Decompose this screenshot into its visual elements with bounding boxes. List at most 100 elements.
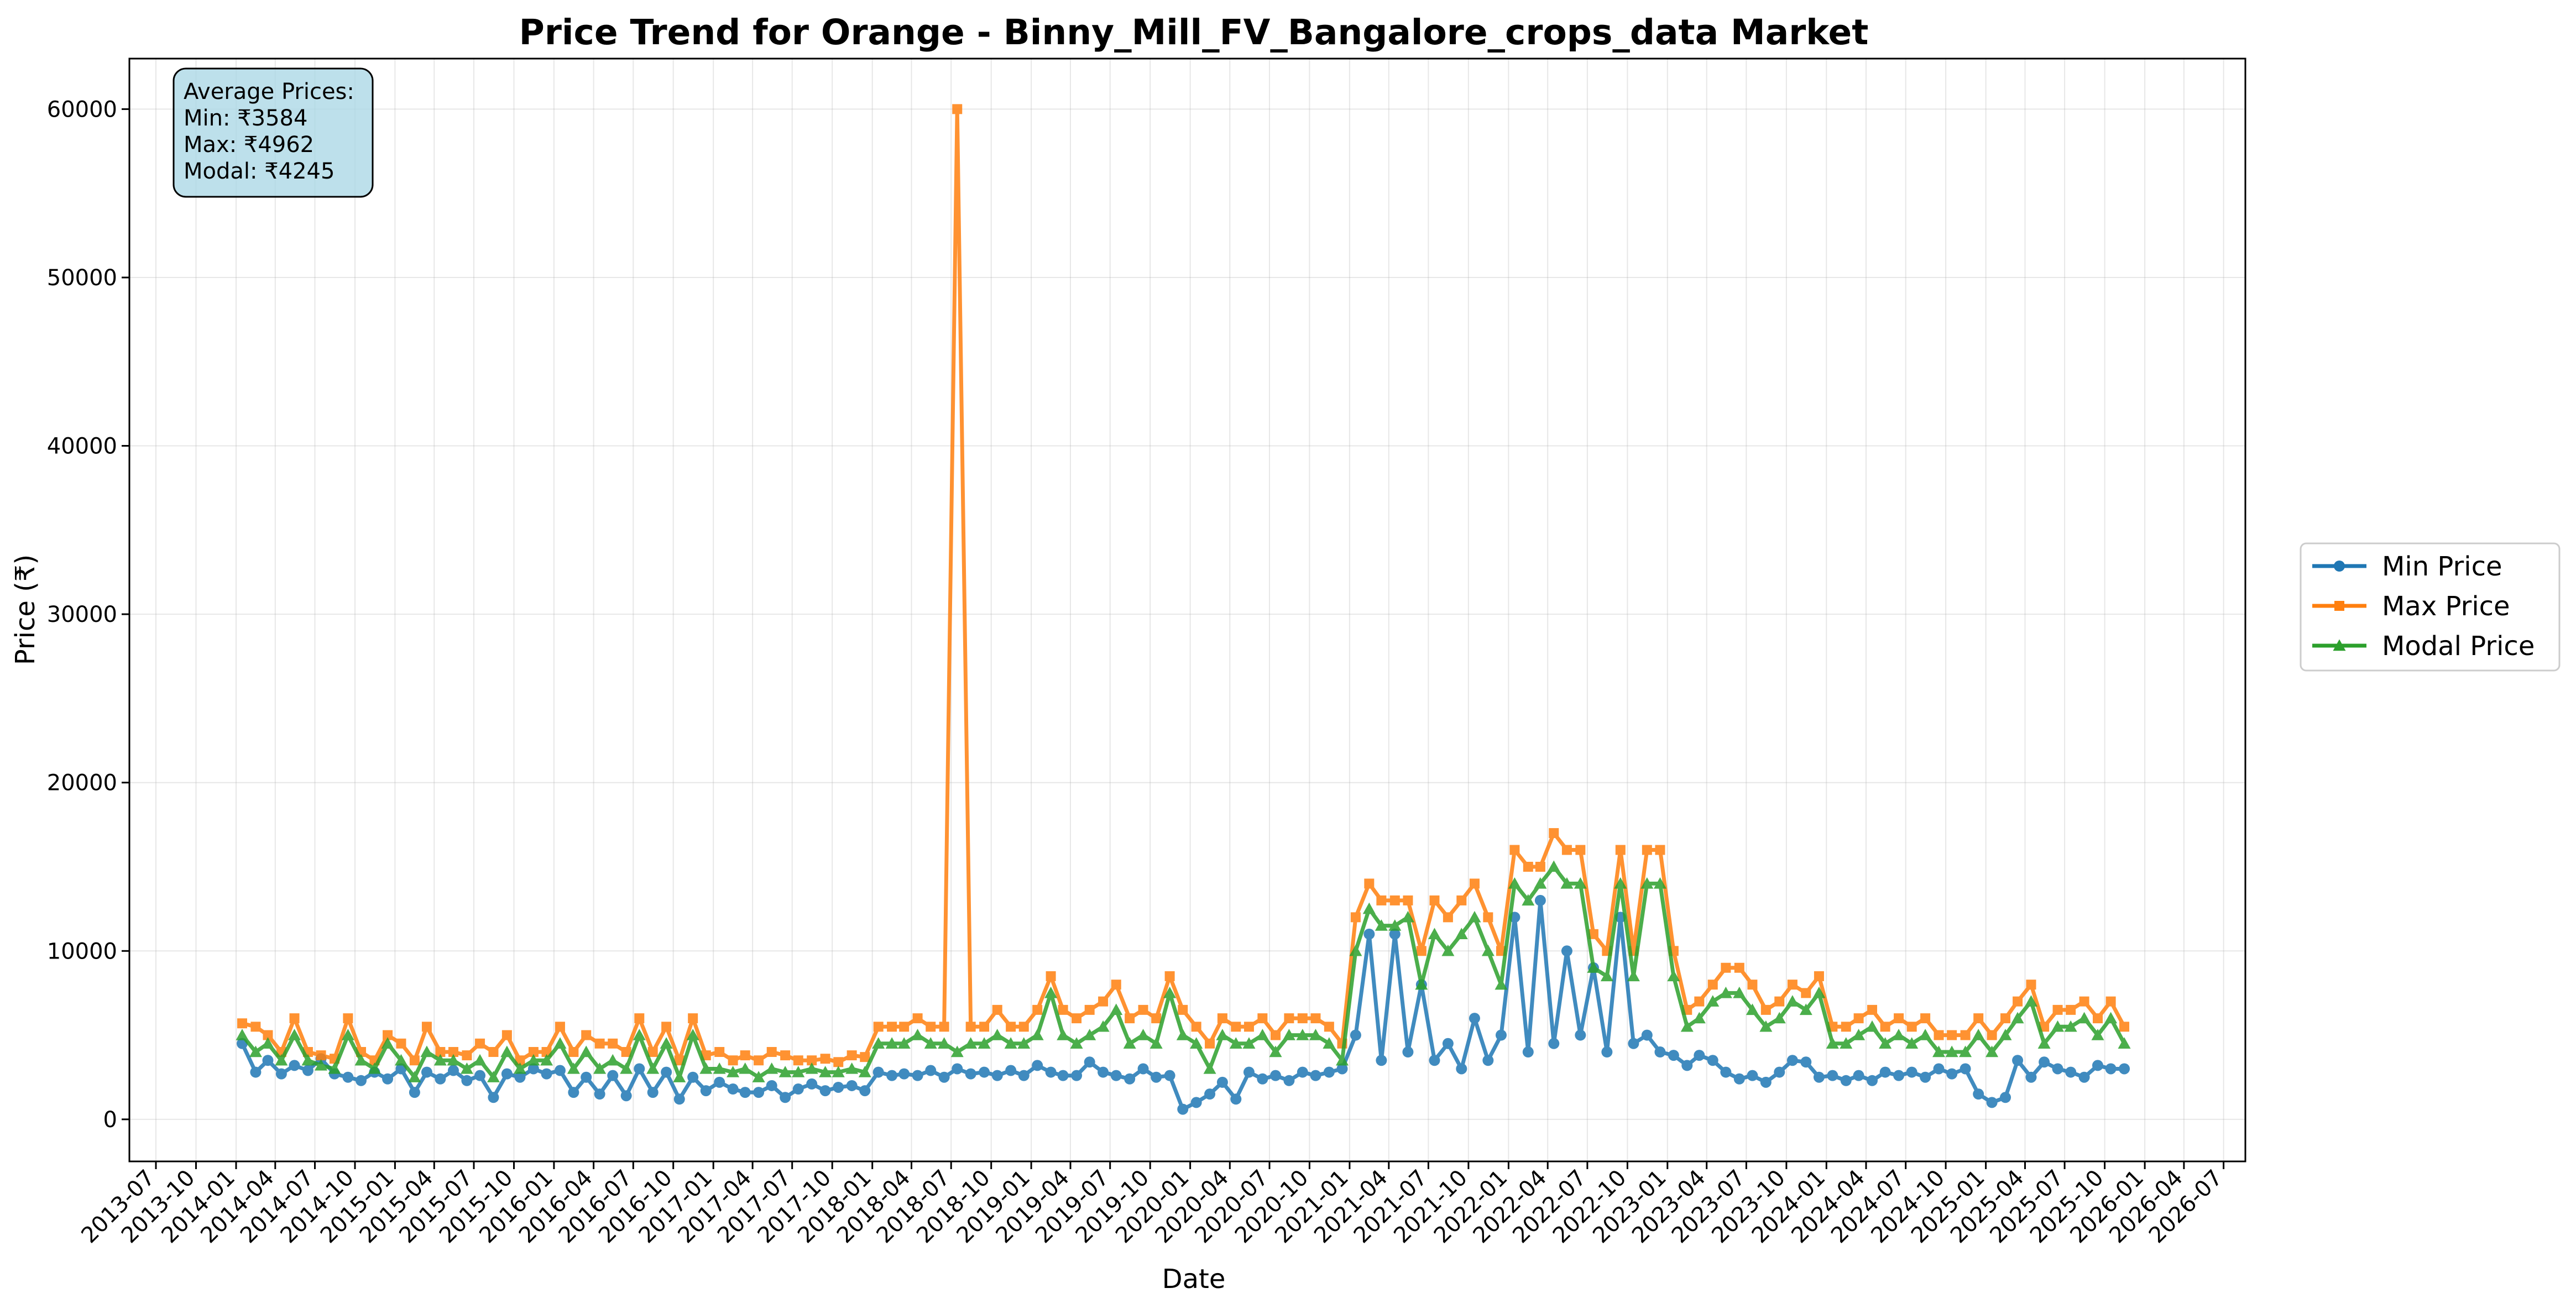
data-point [1006, 1022, 1016, 1032]
data-point [1309, 1029, 1322, 1040]
data-point [581, 1071, 592, 1083]
data-point [754, 1055, 764, 1066]
data-point [964, 1037, 978, 1049]
data-point [2104, 1012, 2118, 1024]
data-point [887, 1022, 897, 1032]
data-point [1653, 877, 1666, 889]
data-point [2000, 1092, 2011, 1103]
data-point [420, 1045, 433, 1057]
data-point [1362, 902, 1376, 914]
data-point [607, 1070, 619, 1081]
y-tick-label: 50000 [47, 265, 117, 291]
data-point [1879, 1066, 1891, 1078]
data-point [1853, 1070, 1864, 1081]
data-point [237, 1018, 247, 1029]
data-point [433, 1054, 447, 1066]
chart-title: Price Trend for Orange - Binny_Mill_FV_B… [519, 12, 1869, 53]
data-point [1549, 828, 1559, 839]
data-point [1747, 980, 1758, 990]
data-point [2119, 1063, 2130, 1075]
data-point [1481, 944, 1495, 956]
data-point [501, 1030, 512, 1040]
data-point [263, 1030, 273, 1040]
data-point [435, 1073, 446, 1085]
data-point [1469, 878, 1480, 889]
data-point [1655, 845, 1665, 855]
data-point [1654, 1046, 1666, 1058]
data-point [288, 1029, 301, 1040]
data-point [660, 1037, 673, 1049]
data-point [1853, 1013, 1864, 1024]
data-point [1692, 1012, 1706, 1024]
y-tick-label: 60000 [47, 97, 117, 122]
data-point [1164, 971, 1175, 981]
data-point [1163, 986, 1177, 998]
data-point [634, 1013, 645, 1024]
data-point [528, 1047, 539, 1057]
data-point [1349, 944, 1362, 956]
series-layer [236, 104, 2131, 1115]
data-point [1694, 1050, 1705, 1061]
data-point [846, 1080, 858, 1091]
data-point [819, 1085, 831, 1097]
data-point [462, 1050, 472, 1061]
data-point [1960, 1030, 1971, 1040]
data-point [939, 1022, 949, 1032]
data-point [1852, 1029, 1866, 1040]
data-point [1973, 1088, 1984, 1100]
data-point [1270, 1030, 1281, 1040]
data-point [568, 1047, 579, 1057]
data-point [992, 1004, 1002, 1015]
data-point [1269, 1045, 1282, 1057]
data-point [1667, 970, 1680, 982]
data-point [1084, 1056, 1095, 1068]
data-point [1547, 860, 1560, 872]
data-point [1005, 1065, 1017, 1076]
data-point [1560, 877, 1574, 889]
legend-marker [2333, 639, 2346, 651]
data-point [1401, 910, 1414, 923]
data-point [1985, 1045, 1999, 1057]
data-point [1523, 861, 1533, 872]
data-point [1429, 1055, 1440, 1066]
data-point [2052, 1004, 2063, 1015]
data-point [1561, 945, 1572, 957]
data-point [1216, 1076, 1228, 1088]
data-point [1642, 845, 1652, 855]
data-point [950, 1045, 964, 1057]
data-point [1534, 894, 1546, 906]
data-point [328, 1062, 341, 1074]
data-point [461, 1075, 473, 1086]
legend-label: Min Price [2382, 551, 2502, 582]
data-point [897, 1037, 911, 1049]
data-point [1057, 1070, 1069, 1081]
data-point [1363, 928, 1375, 940]
data-point [2051, 1020, 2065, 1032]
data-point [1920, 1013, 1931, 1024]
data-point [1456, 895, 1467, 905]
data-point [1032, 1060, 1043, 1071]
data-point [1827, 1070, 1838, 1081]
data-point [858, 1066, 871, 1077]
data-point [765, 1062, 778, 1074]
data-point [447, 1065, 459, 1076]
data-point [1469, 1013, 1480, 1024]
data-point [289, 1060, 300, 1071]
data-point [1535, 861, 1545, 872]
y-axis-label: Price (₹) [10, 554, 41, 665]
data-point [1867, 1004, 1878, 1015]
data-point [527, 1063, 539, 1075]
legend-marker [2334, 561, 2345, 572]
data-point [1217, 1013, 1227, 1024]
data-point [1243, 1066, 1255, 1078]
data-point [1986, 1097, 1998, 1108]
data-point [1720, 1066, 1732, 1078]
data-point [1123, 1037, 1136, 1049]
data-point [315, 1059, 328, 1071]
data-point [2012, 1055, 2024, 1066]
data-point [1429, 895, 1440, 905]
data-point [514, 1071, 526, 1083]
data-point [1071, 1070, 1083, 1081]
data-point [1125, 1013, 1135, 1024]
